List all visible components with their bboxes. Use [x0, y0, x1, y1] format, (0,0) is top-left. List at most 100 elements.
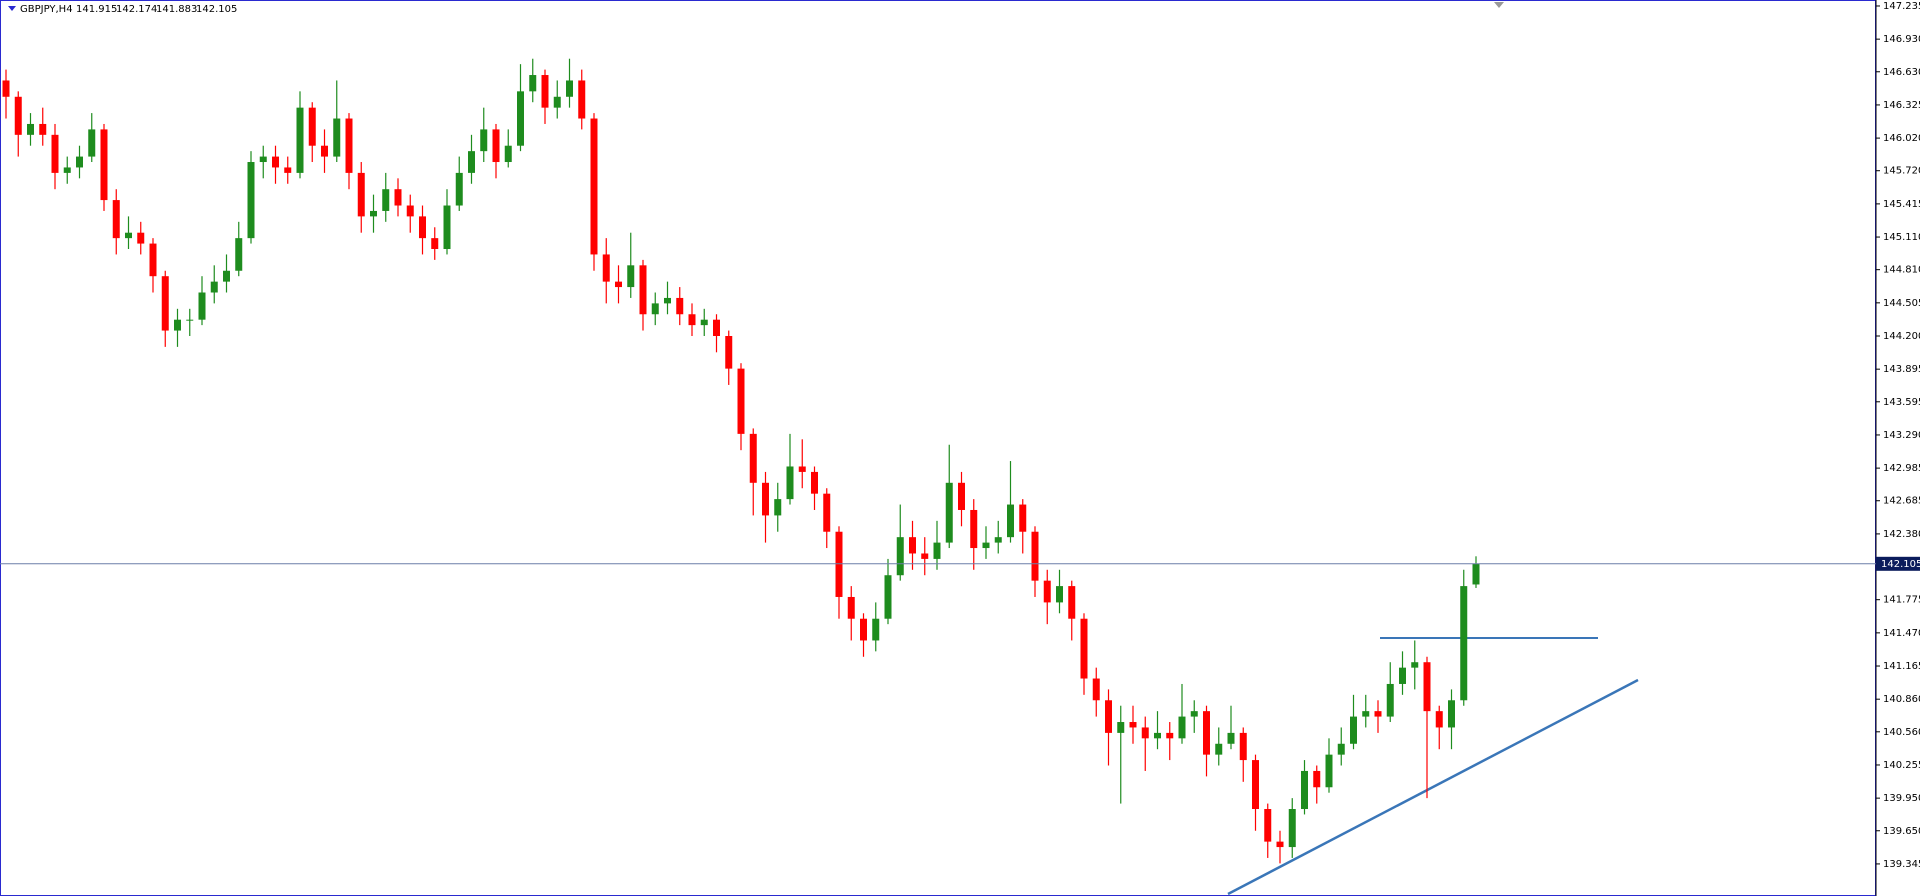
y-tick-label: 139.650	[1883, 826, 1920, 837]
candle-body	[357, 172, 365, 217]
y-tick-label: 140.860	[1883, 694, 1920, 705]
candle-body	[480, 129, 488, 152]
candle-body	[688, 314, 696, 326]
candle-body	[860, 618, 867, 641]
candle-body	[431, 238, 439, 250]
candle-body	[1423, 662, 1431, 712]
y-tick-label: 146.020	[1883, 133, 1920, 144]
candle-body	[896, 537, 904, 576]
candle-body	[823, 493, 831, 532]
candle-body	[835, 531, 843, 597]
y-tick-label: 144.200	[1883, 331, 1920, 342]
candle-body	[1288, 809, 1296, 848]
candle-body	[909, 537, 916, 554]
candle-body	[186, 319, 194, 321]
candle-body	[1105, 700, 1112, 733]
candle-body	[1166, 732, 1174, 739]
candle-body	[1092, 678, 1100, 701]
candle-body	[492, 129, 500, 163]
candle-body	[1276, 841, 1284, 848]
candle-body	[1264, 809, 1272, 842]
candle-body	[994, 537, 1002, 543]
candle-body	[2, 80, 10, 97]
candle-body	[1301, 770, 1308, 810]
candle-body	[651, 303, 659, 315]
candle-body	[774, 499, 782, 516]
candle-body	[1448, 700, 1455, 728]
candle-body	[223, 270, 230, 282]
candle-body	[945, 482, 953, 543]
y-tick-label: 141.775	[1883, 595, 1920, 606]
candle-body	[602, 254, 610, 282]
candle-body	[958, 482, 965, 510]
candle-body	[737, 368, 745, 434]
candle-body	[125, 232, 132, 239]
candle-body	[553, 96, 561, 108]
candle-body	[1227, 732, 1235, 744]
candle-body	[921, 553, 929, 559]
candle-body	[308, 107, 316, 146]
candle-body	[970, 509, 978, 549]
y-tick-label: 140.560	[1883, 727, 1920, 738]
candle-body	[627, 265, 635, 288]
candle-body	[161, 276, 169, 331]
candle-body	[394, 189, 402, 206]
candle-body	[1460, 586, 1468, 701]
candle-body	[1350, 716, 1357, 744]
y-tick-label: 146.630	[1883, 67, 1920, 78]
candle-body	[198, 292, 206, 320]
candle-body	[1154, 732, 1161, 739]
candle-body	[676, 297, 684, 315]
candle-body	[27, 123, 34, 135]
candle-body	[700, 319, 708, 326]
y-tick-label: 142.685	[1883, 496, 1920, 507]
candle-body	[1043, 580, 1051, 603]
candle-body	[504, 145, 512, 163]
candle-body	[100, 129, 108, 201]
y-tick-label: 146.325	[1883, 100, 1920, 111]
candle-body	[541, 75, 549, 108]
shift-marker[interactable]	[1494, 2, 1504, 8]
candle-body	[284, 167, 292, 173]
y-tick-label: 143.595	[1883, 397, 1920, 408]
candle-body	[590, 118, 598, 255]
candle-body	[639, 265, 647, 315]
candle-body	[1117, 722, 1125, 733]
candle-body	[210, 281, 218, 293]
candle-body	[933, 542, 941, 559]
candle-body	[406, 205, 414, 217]
candle-body	[333, 118, 341, 157]
candle-body	[235, 238, 243, 271]
current-price-box	[1876, 556, 1920, 571]
candle-body	[443, 205, 451, 250]
y-tick-label: 145.720	[1883, 166, 1920, 177]
y-tick-label: 139.345	[1883, 859, 1920, 870]
candle-body	[468, 151, 475, 173]
candle-body	[1019, 504, 1027, 532]
candle-body	[321, 145, 328, 157]
menu-arrow[interactable]	[8, 6, 16, 11]
candle-body	[1386, 683, 1394, 717]
candle-body	[1068, 586, 1076, 619]
symbol-label: GBPJPY,H4	[20, 4, 73, 15]
candle-body	[296, 107, 304, 173]
candle-body	[345, 118, 353, 173]
candle-body	[664, 297, 671, 304]
candle-body	[1313, 770, 1321, 788]
candle-body	[1411, 662, 1419, 668]
y-tick-label: 139.950	[1883, 793, 1920, 804]
candle-body	[455, 172, 463, 206]
y-tick-label: 147.235	[1883, 1, 1920, 12]
y-tick-label: 145.110	[1883, 232, 1920, 243]
candle-body	[149, 243, 157, 277]
y-tick-label: 141.470	[1883, 628, 1920, 639]
candle-body	[517, 91, 524, 146]
candle-body	[39, 123, 47, 135]
y-tick-label: 144.505	[1883, 298, 1920, 309]
candle-body	[259, 156, 267, 163]
candle-body	[786, 466, 794, 500]
trend-line[interactable]	[1227, 678, 1639, 896]
candle-body	[529, 75, 537, 92]
candle-body	[272, 156, 279, 168]
